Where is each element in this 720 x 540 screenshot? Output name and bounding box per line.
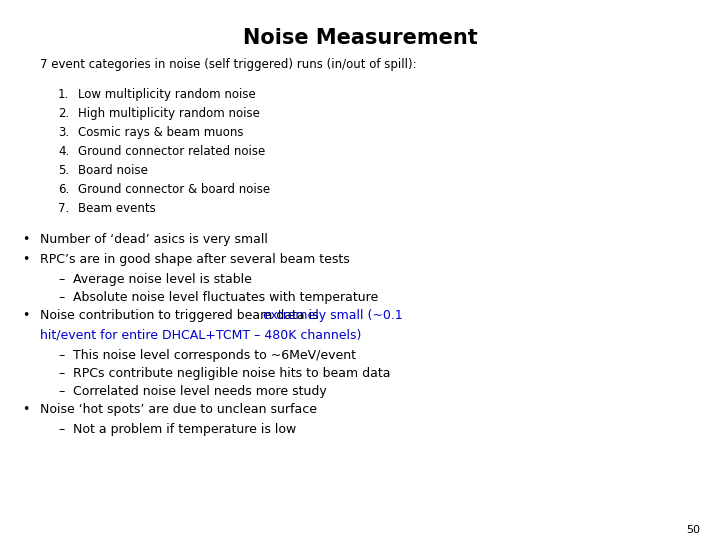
Text: Average noise level is stable: Average noise level is stable xyxy=(73,273,252,286)
Text: Correlated noise level needs more study: Correlated noise level needs more study xyxy=(73,385,327,398)
Text: •: • xyxy=(22,309,30,322)
Text: RPC’s are in good shape after several beam tests: RPC’s are in good shape after several be… xyxy=(40,253,350,266)
Text: 1.: 1. xyxy=(58,88,69,101)
Text: Ground connector & board noise: Ground connector & board noise xyxy=(78,183,270,196)
Text: –: – xyxy=(58,385,64,398)
Text: 4.: 4. xyxy=(58,145,69,158)
Text: Noise ‘hot spots’ are due to unclean surface: Noise ‘hot spots’ are due to unclean sur… xyxy=(40,403,317,416)
Text: –: – xyxy=(58,367,64,380)
Text: –: – xyxy=(58,423,64,436)
Text: Board noise: Board noise xyxy=(78,164,148,177)
Text: 5.: 5. xyxy=(58,164,69,177)
Text: Cosmic rays & beam muons: Cosmic rays & beam muons xyxy=(78,126,243,139)
Text: Number of ‘dead’ asics is very small: Number of ‘dead’ asics is very small xyxy=(40,233,268,246)
Text: •: • xyxy=(22,253,30,266)
Text: Not a problem if temperature is low: Not a problem if temperature is low xyxy=(73,423,296,436)
Text: 3.: 3. xyxy=(58,126,69,139)
Text: RPCs contribute negligible noise hits to beam data: RPCs contribute negligible noise hits to… xyxy=(73,367,390,380)
Text: •: • xyxy=(22,233,30,246)
Text: Ground connector related noise: Ground connector related noise xyxy=(78,145,265,158)
Text: extremely small (~0.1: extremely small (~0.1 xyxy=(263,309,402,322)
Text: 6.: 6. xyxy=(58,183,69,196)
Text: –: – xyxy=(58,291,64,304)
Text: –: – xyxy=(58,349,64,362)
Text: hit/event for entire DHCAL+TCMT – 480K channels): hit/event for entire DHCAL+TCMT – 480K c… xyxy=(40,329,361,342)
Text: High multiplicity random noise: High multiplicity random noise xyxy=(78,107,260,120)
Text: 50: 50 xyxy=(686,525,700,535)
Text: •: • xyxy=(22,403,30,416)
Text: Low multiplicity random noise: Low multiplicity random noise xyxy=(78,88,256,101)
Text: 2.: 2. xyxy=(58,107,69,120)
Text: Beam events: Beam events xyxy=(78,202,156,215)
Text: 7.: 7. xyxy=(58,202,69,215)
Text: –: – xyxy=(58,273,64,286)
Text: 7 event categories in noise (self triggered) runs (in/out of spill):: 7 event categories in noise (self trigge… xyxy=(40,58,417,71)
Text: Noise Measurement: Noise Measurement xyxy=(243,28,477,48)
Text: Noise contribution to triggered beam data is: Noise contribution to triggered beam dat… xyxy=(40,309,323,322)
Text: This noise level corresponds to ~6MeV/event: This noise level corresponds to ~6MeV/ev… xyxy=(73,349,356,362)
Text: Absolute noise level fluctuates with temperature: Absolute noise level fluctuates with tem… xyxy=(73,291,378,304)
